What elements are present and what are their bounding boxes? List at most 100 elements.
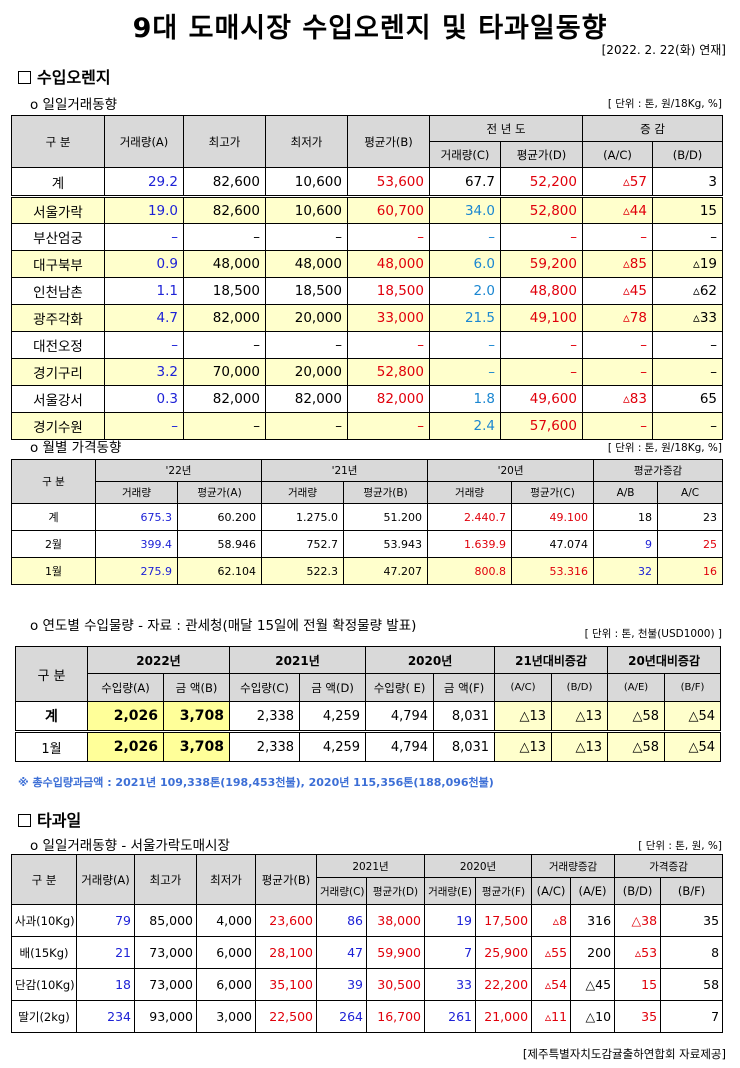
- cell-ve: 19: [424, 904, 477, 937]
- cell-avg: 52,800: [347, 358, 430, 386]
- cell-bd: 65: [651, 385, 724, 413]
- cell-ac: 16: [657, 557, 724, 585]
- cell-volume: 21: [76, 936, 135, 969]
- subheading-monthly: ο 월별 가격동향: [30, 440, 122, 456]
- header-ac: A/C: [657, 481, 724, 504]
- cell-avg: 28,100: [255, 936, 317, 969]
- cell-qc: 2,338: [229, 701, 301, 732]
- table-row: 서울강서 0.3 82,000 82,000 82,000 1.8 49,600…: [11, 385, 724, 413]
- table-row: 2월 399.4 58.946 752.7 53.943 1.639.9 47.…: [11, 530, 724, 558]
- header-y21: '21년: [261, 459, 429, 482]
- table-row: 서울가락 19.0 82,600 10,600 60,700 34.0 52,8…: [11, 196, 724, 224]
- header-volume: 거래량(A): [104, 115, 184, 168]
- header-price-change: 가격증감: [614, 854, 724, 878]
- cell-ac: ▵45: [582, 277, 653, 305]
- cell-avg: 23,600: [255, 904, 317, 937]
- cell-bf: △54: [664, 701, 722, 732]
- section-heading-fruit: 타과일: [18, 807, 81, 831]
- cell-prev-volume: –: [429, 358, 501, 386]
- cell-volume: 234: [76, 1000, 135, 1033]
- cell-high: 82,000: [183, 304, 266, 332]
- header-2022: 2022년: [86, 646, 231, 674]
- cell-ac: –: [582, 358, 653, 386]
- cell-ac: ▵57: [582, 167, 653, 198]
- cell-low: 18,500: [265, 277, 348, 305]
- table-row: 1월 2,026 3,708 2,338 4,259 4,794 8,031 △…: [15, 731, 722, 762]
- footer-source: [제주특별자치도감귤출하연합회 자료제공]: [522, 1047, 726, 1061]
- cell-high: –: [183, 223, 266, 251]
- unit-label: [ 단위 : 톤, 원, %]: [638, 840, 722, 852]
- cell-bd: ▵62: [651, 277, 724, 305]
- cell-high: 73,000: [134, 936, 197, 969]
- table-row: 계 29.2 82,600 10,600 53,600 67.7 52,200 …: [11, 167, 724, 198]
- unit-label: [ 단위 : 톤, 원/18Kg, %]: [607, 98, 722, 110]
- header-ad: 평균가(D): [365, 877, 426, 905]
- cell-ab: 9: [593, 530, 659, 558]
- orange-monthly-table: 구 분 '22년 '21년 '20년 평균가증감 거래량 평균가(A) 거래량 …: [11, 459, 724, 585]
- table-row: 1월 275.9 62.104 522.3 47.207 800.8 53.31…: [11, 557, 724, 585]
- cell-avg-21: 53.943: [343, 530, 429, 558]
- header-ae: (A/E): [607, 673, 666, 702]
- header-change-20: 20년대비증감: [607, 646, 722, 674]
- cell-low: 20,000: [265, 304, 348, 332]
- cell-volume: 4.7: [104, 304, 184, 332]
- row-name: 2월: [11, 530, 96, 558]
- table-row: 딸기(2kg) 234 93,000 3,000 22,500 264 16,7…: [11, 1000, 724, 1033]
- cell-ve: 7: [424, 936, 477, 969]
- cell-volume-22: 399.4: [95, 530, 178, 558]
- cell-ab: 18: [593, 503, 659, 531]
- row-name: 대전오정: [11, 331, 105, 359]
- cell-volume: –: [104, 223, 184, 251]
- cell-volume-21: 522.3: [261, 557, 345, 585]
- cell-avg: –: [347, 412, 430, 440]
- row-name: 단감(10Kg): [11, 968, 77, 1001]
- header-category: 구 분: [11, 459, 96, 504]
- cell-avg-20: 49.100: [511, 503, 595, 531]
- table-row: 경기수원 – – – – 2.4 57,600 – –: [11, 412, 724, 440]
- header-bf: (B/F): [664, 673, 722, 702]
- cell-avg-22: 60.200: [176, 503, 263, 531]
- cell-prev-volume: 34.0: [429, 196, 501, 224]
- cell-vc: 86: [316, 904, 367, 937]
- cell-ae: △58: [607, 701, 666, 732]
- cell-ac: ▵54: [531, 968, 572, 1001]
- cell-low: 10,600: [265, 167, 348, 198]
- row-name: 사과(10Kg): [11, 904, 77, 937]
- cell-low: 6,000: [196, 936, 256, 969]
- cell-volume: 0.9: [104, 250, 184, 278]
- cell-prev-avg: 57,600: [500, 412, 583, 440]
- cell-af: 22,200: [475, 968, 533, 1001]
- checkbox-square-icon: [18, 71, 31, 84]
- cell-avg: 35,100: [255, 968, 317, 1001]
- cell-bd: –: [651, 331, 724, 359]
- cell-volume: 1.1: [104, 277, 184, 305]
- header-qc: 수입량(C): [229, 673, 301, 702]
- cell-qa: 2,026: [87, 701, 164, 732]
- cell-low: 4,000: [196, 904, 256, 937]
- cell-bd: –: [651, 412, 724, 440]
- cell-ab: 3,708: [162, 701, 231, 732]
- header-avg: 평균가(B): [255, 854, 317, 905]
- cell-bd: –: [651, 358, 724, 386]
- cell-prev-volume: –: [429, 223, 501, 251]
- cell-avg: 48,000: [347, 250, 430, 278]
- cell-avg: –: [347, 331, 430, 359]
- header-bd: (B/D): [614, 877, 662, 905]
- cell-bd: 35: [614, 1000, 662, 1033]
- cell-bd: 3: [651, 167, 724, 198]
- cell-prev-volume: 2.0: [429, 277, 501, 305]
- header-vc: 거래량(C): [316, 877, 367, 905]
- table-row: 사과(10Kg) 79 85,000 4,000 23,600 86 38,00…: [11, 904, 724, 937]
- table-row: 계 675.3 60.200 1.275.0 51.200 2.440.7 49…: [11, 503, 724, 531]
- cell-bf: 35: [660, 904, 724, 937]
- cell-ac: –: [582, 331, 653, 359]
- fruit-daily-table: 구 분 거래량(A) 최고가 최저가 평균가(B) 2021년 2020년 거래…: [11, 854, 724, 1033]
- header-ve: 거래량(E): [424, 877, 477, 905]
- header-volume: 거래량: [95, 481, 178, 504]
- cell-volume: 79: [76, 904, 135, 937]
- cell-ac: ▵55: [531, 936, 572, 969]
- cell-avg: 60,700: [347, 196, 430, 224]
- cell-af: 8,031: [433, 701, 496, 732]
- cell-volume: 3.2: [104, 358, 184, 386]
- unit-label: [ 단위 : 톤, 천불(USD1000) ]: [584, 628, 722, 640]
